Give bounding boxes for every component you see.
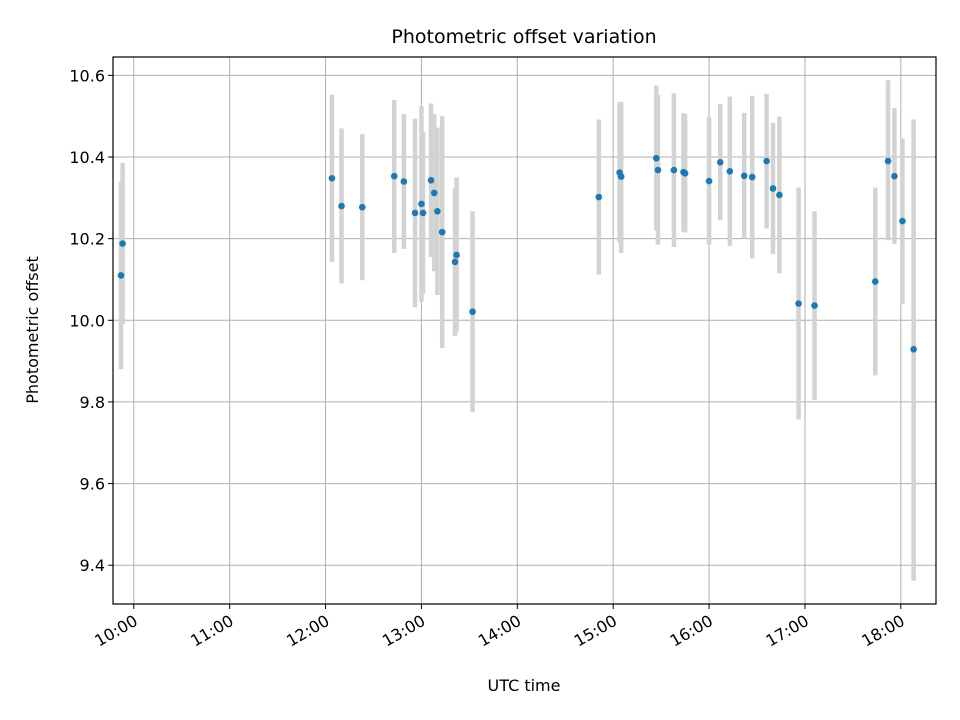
data-point xyxy=(884,157,892,165)
y-axis-label: Photometric offset xyxy=(23,256,42,404)
x-tick-label: 17:00 xyxy=(763,611,812,651)
x-tick-label: 10:00 xyxy=(91,611,140,651)
data-point xyxy=(654,166,662,174)
data-point xyxy=(910,345,917,353)
data-point xyxy=(811,302,818,309)
x-tick-label: 16:00 xyxy=(667,611,716,651)
data-point xyxy=(400,178,408,185)
x-axis-label: UTC time xyxy=(488,676,561,695)
data-point xyxy=(776,191,783,199)
data-point xyxy=(119,240,126,247)
y-tick-label: 10.6 xyxy=(69,66,105,85)
x-tick-label: 14:00 xyxy=(475,611,524,651)
data-point xyxy=(453,251,460,259)
x-tick-label: 18:00 xyxy=(858,611,907,651)
data-point xyxy=(891,172,898,180)
data-point xyxy=(681,170,689,177)
data-point xyxy=(419,209,427,217)
data-point xyxy=(899,217,906,225)
data-point xyxy=(670,166,678,174)
data-point xyxy=(438,228,446,236)
y-tick-label: 10.4 xyxy=(69,148,105,167)
x-axis-ticks: 10:00 11:00 12:00 13:00 14:00 15:00 16:00 17:00… xyxy=(91,604,908,651)
y-tick-label: 10.2 xyxy=(69,230,105,249)
y-axis-ticks: 9.4 9.6 9.8 10.0 10.2 10.4 10.6 xyxy=(69,66,113,575)
data-point xyxy=(358,203,366,211)
plot-frame xyxy=(112,56,937,605)
data-point xyxy=(726,167,734,175)
data-point xyxy=(430,189,438,197)
data-point xyxy=(427,176,435,184)
data-point xyxy=(451,258,459,266)
y-tick-label: 9.8 xyxy=(80,393,105,412)
data-point xyxy=(434,208,441,215)
data-point xyxy=(769,185,777,192)
data-point xyxy=(653,154,660,162)
data-point xyxy=(795,300,802,307)
y-tick-label: 9.6 xyxy=(80,475,105,494)
x-tick-label: 11:00 xyxy=(187,611,236,651)
data-point xyxy=(117,272,125,279)
data-point xyxy=(469,308,476,316)
data-point xyxy=(763,157,770,165)
x-tick-label: 12:00 xyxy=(283,611,332,651)
data-point xyxy=(418,200,425,208)
data-point xyxy=(595,193,603,201)
data-point xyxy=(617,173,625,180)
x-tick-label: 15:00 xyxy=(571,611,620,651)
y-tick-label: 10.0 xyxy=(69,311,105,330)
x-tick-label: 13:00 xyxy=(379,611,428,651)
x-gridlines xyxy=(133,57,902,604)
data-point xyxy=(748,173,756,181)
data-point xyxy=(705,177,713,185)
data-point xyxy=(328,174,336,182)
data-point xyxy=(390,172,398,180)
data-point xyxy=(411,209,419,217)
chart-title: Photometric offset variation xyxy=(391,26,656,48)
data-point xyxy=(740,172,748,180)
data-points xyxy=(117,154,917,353)
y-tick-label: 9.4 xyxy=(80,556,105,575)
data-point xyxy=(871,278,879,285)
data-point xyxy=(338,202,345,210)
data-point xyxy=(716,159,724,166)
